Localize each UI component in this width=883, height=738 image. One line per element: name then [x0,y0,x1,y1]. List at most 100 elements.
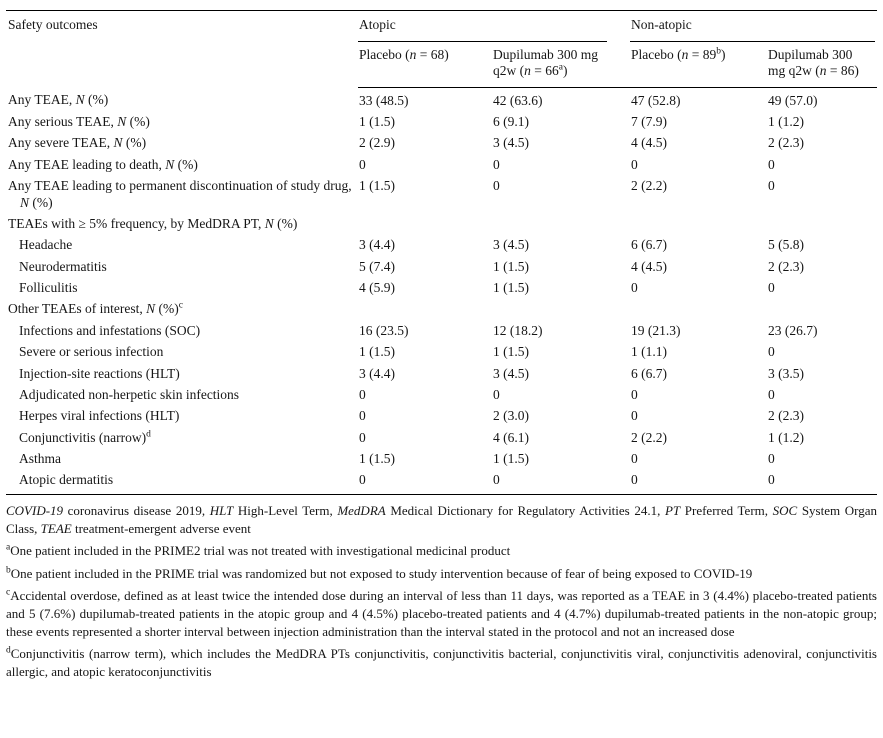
data-cell: 2 (2.2) [631,429,667,445]
data-cell: 47 (52.8) [631,92,681,108]
data-cell: 3 (3.5) [768,365,804,381]
column-header-atopic-dupilumab: Dupilumab 300 mg q2w (n = 66a) [492,41,630,88]
data-cell: 4 (6.1) [493,429,529,445]
row-label: Adjudicated non-herpetic skin infections [19,386,240,402]
group-header-atopic: Atopic [358,11,630,42]
column-header-nonatopic-dupilumab: Dupilumab 300 mg q2w (n = 86) [767,41,878,88]
row-label: Severe or serious infection [19,344,164,360]
data-cell: 2 (3.0) [493,408,529,424]
row-label: Any serious TEAE, N (%) [8,113,150,129]
data-cell: 0 [359,156,366,172]
group-label-atopic: Atopic [358,11,607,42]
data-cell: 23 (26.7) [768,322,818,338]
data-cell: 19 (21.3) [631,322,681,338]
data-cell: 0 [493,386,500,402]
data-cell: 0 [630,470,767,496]
table-row: Herpes viral infections (HLT) 0 2 (3.0) 0 2 … [6,406,877,427]
data-cell: 7 (7.9) [631,113,667,129]
data-cell: 0 [768,280,775,296]
table-row: Asthma 1 (1.5) 1 (1.5) 0 0 [6,449,877,470]
data-cell [630,214,767,235]
table-row: Any severe TEAE, N (%) 2 (2.9) 3 (4.5) 4 (4… [6,133,877,154]
data-cell: 1 (1.5) [493,451,529,467]
row-label: Herpes viral infections (HLT) [19,408,180,424]
table-row: Injection-site reactions (HLT) 3 (4.4) 3 (… [6,363,877,384]
data-cell: 33 (48.5) [359,92,409,108]
data-cell: 1 (1.2) [768,429,804,445]
footnote-c: cAccidental overdose, defined as at leas… [6,588,877,639]
data-cell: 1 (1.5) [359,178,395,193]
data-cell: 2 (2.9) [359,135,395,151]
table-row: Neurodermatitis 5 (7.4) 1 (1.5) 4 (4.5) 2 (2… [6,256,877,277]
paper-table-page: Safety outcomes Atopic Non-atopic Placeb… [6,10,878,680]
data-cell: 6 (9.1) [493,113,529,129]
data-cell: 2 (2.3) [768,135,804,151]
row-label: Neurodermatitis [19,258,107,274]
data-cell: 3 (4.5) [493,237,529,253]
table-row: Adjudicated non-herpetic skin infections… [6,385,877,406]
group-label-non-atopic: Non-atopic [630,11,876,42]
corner-header-safety-outcomes: Safety outcomes [8,17,98,32]
data-cell: 16 (23.5) [359,322,409,338]
data-cell: 1 (1.2) [768,113,804,129]
section-label: TEAEs with ≥ 5% frequency, by MedDRA PT,… [8,215,298,231]
data-cell: 6 (6.7) [631,237,667,253]
data-cell: 0 [358,470,492,496]
table-row: Severe or serious infection 1 (1.5) 1 (1.5… [6,342,877,363]
data-cell: 1 (1.5) [359,113,395,129]
data-cell: 1 (1.5) [493,344,529,360]
table-row: Folliculitis 4 (5.9) 1 (1.5) 0 0 [6,278,877,299]
data-cell: 1 (1.5) [493,258,529,274]
data-cell: 1 (1.5) [359,451,395,467]
data-cell: 0 [768,451,775,467]
data-cell: 49 (57.0) [768,92,818,108]
data-cell: 1 (1.5) [493,280,529,296]
row-label: Headache [19,237,73,253]
data-cell: 5 (7.4) [359,258,395,274]
data-cell: 5 (5.8) [768,237,804,253]
data-cell: 0 [631,408,638,424]
data-cell [492,299,630,320]
data-cell: 0 [493,178,500,193]
table-row: Any TEAE leading to death, N (%) 0 0 0 0 [6,154,877,175]
row-label: Any TEAE leading to permanent discontinu… [8,178,352,210]
data-cell [492,214,630,235]
data-cell: 0 [768,344,775,360]
data-cell: 3 (4.4) [359,237,395,253]
data-cell: 0 [359,429,366,445]
data-cell: 1 (1.5) [359,344,395,360]
section-header-row: TEAEs with ≥ 5% frequency, by MedDRA PT,… [6,214,877,235]
data-cell [767,299,877,320]
data-cell: 0 [631,280,638,296]
data-cell: 0 [768,178,775,193]
data-cell: 12 (18.2) [493,322,543,338]
section-header-row: Other TEAEs of interest, N (%)c [6,299,877,320]
table-row: Any TEAE, N (%) 33 (48.5) 42 (63.6) 47 (52.… [6,87,877,111]
data-cell [358,214,492,235]
row-label: Any TEAE leading to death, N (%) [8,156,198,172]
data-cell: 0 [767,470,878,496]
footnote-b: bOne patient included in the PRIME trial… [6,565,753,581]
row-label: Atopic dermatitis [6,470,358,496]
data-cell: 4 (5.9) [359,280,395,296]
data-cell: 3 (4.4) [359,365,395,381]
row-label: Folliculitis [19,280,78,296]
row-label: Conjunctivitis (narrow)d [19,429,151,445]
data-cell: 1 (1.1) [631,344,667,360]
group-header-row: Safety outcomes Atopic Non-atopic [6,11,877,42]
footnote-a: aOne patient included in the PRIME2 tria… [6,542,511,559]
row-label: Any TEAE, N (%) [8,92,109,107]
footnotes: COVID-19 coronavirus disease 2019, HLT H… [6,502,877,680]
data-cell [630,299,767,320]
data-cell: 2 (2.3) [768,408,804,424]
data-cell: 0 [493,156,500,172]
column-subheader-row: Placebo (n = 68) Dupilumab 300 mg q2w (n … [6,41,878,88]
row-label: Asthma [19,451,61,467]
data-cell: 6 (6.7) [631,365,667,381]
row-label: Injection-site reactions (HLT) [19,365,180,381]
data-cell: 4 (4.5) [631,135,667,151]
table-row: Conjunctivitis (narrow)d 0 4 (6.1) 2 (2.2) 1… [6,427,877,448]
table-row: Atopic dermatitis 0 0 0 0 [6,470,878,496]
data-cell: 42 (63.6) [493,92,543,108]
data-cell: 2 (2.2) [631,178,667,193]
